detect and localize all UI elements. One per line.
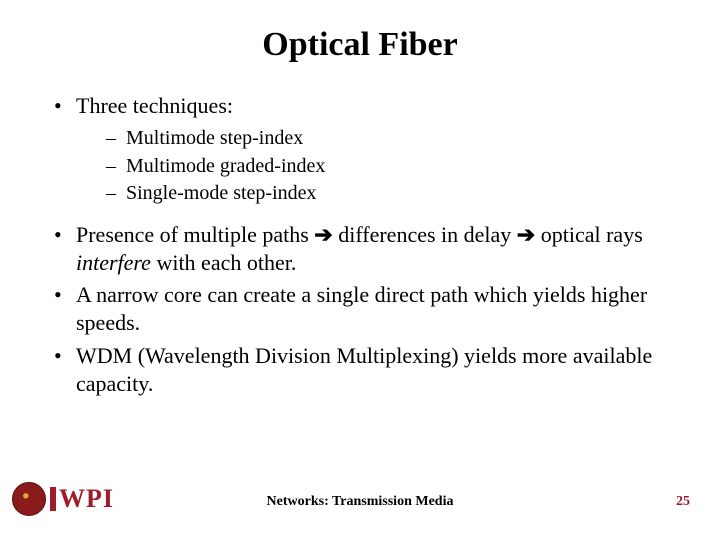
text-fragment: with each other. [151,250,296,275]
bullet-list: Three techniques: Multimode step-index M… [50,92,670,398]
slide-title: Optical Fiber [50,26,670,64]
slide-content: Three techniques: Multimode step-index M… [50,92,670,398]
arrow-icon: ➔ [517,222,535,247]
slide-footer: WPI Networks: Transmission Media 25 [0,466,720,516]
bullet-techniques: Three techniques: Multimode step-index M… [50,92,670,207]
bullet-paths: Presence of multiple paths ➔ differences… [50,221,670,277]
sub-bullet-2: Multimode graded-index [106,154,670,180]
footer-title: Networks: Transmission Media [0,494,720,510]
bullet-text: Three techniques: [76,93,233,118]
text-fragment: differences in delay [333,222,517,247]
text-fragment: optical rays [535,222,643,247]
arrow-icon: ➔ [314,222,332,247]
bullet-narrow-core: A narrow core can create a single direct… [50,281,670,337]
text-fragment-italic: interfere [76,250,151,275]
bullet-wdm: WDM (Wavelength Division Multiplexing) y… [50,342,670,398]
sub-bullet-1: Multimode step-index [106,126,670,152]
sub-bullet-3: Single-mode step-index [106,181,670,207]
slide: Optical Fiber Three techniques: Multimod… [0,0,720,540]
page-number: 25 [676,494,690,510]
sub-bullet-list: Multimode step-index Multimode graded-in… [76,126,670,207]
text-fragment: Presence of multiple paths [76,222,314,247]
